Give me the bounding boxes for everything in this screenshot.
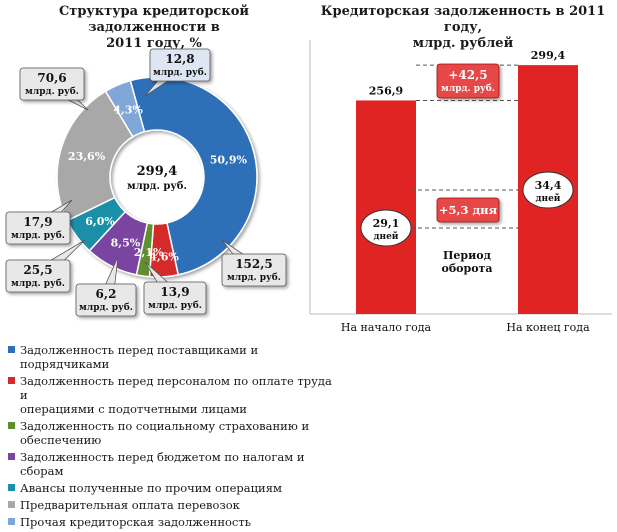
legend-item-advances: Авансы полученные по прочим операциям <box>6 481 336 495</box>
donut-percent-label-personnel: 4,6% <box>149 250 179 263</box>
bar-chart: 256,9 На начало года 299,4 На конец года +42… <box>309 40 612 334</box>
donut-percent-label-advances: 6,0% <box>85 215 115 228</box>
callout-unit-budget: млрд. руб. <box>11 278 65 289</box>
bar-title-line-2: млрд. рублей <box>412 36 514 51</box>
delta-box <box>436 63 500 99</box>
donut-percent-label-prepayment: 23,6% <box>68 150 106 163</box>
donut-slice-other <box>104 79 146 138</box>
bar-category-label-0: На начало года <box>341 321 432 334</box>
period-delta-box <box>436 197 500 223</box>
legend-swatch-prepayment <box>8 501 15 508</box>
legend-label-budget-line-1: Задолженность перед бюджетом по налогам … <box>20 450 305 478</box>
callout-value-suppliers: 152,5 <box>235 257 273 271</box>
delta-value: +42,5 <box>448 68 487 82</box>
donut-slices <box>56 76 258 278</box>
donut-center-unit: млрд. руб. <box>127 181 187 192</box>
bar-category-label-1: На конец года <box>506 321 590 334</box>
legend-item-other: Прочая кредиторская задолженность <box>6 515 336 529</box>
callout-box-personnel <box>143 281 207 315</box>
period-title-line-1: Период <box>443 249 491 262</box>
legend-swatch-budget <box>8 453 15 460</box>
donut-slice-prepayment <box>56 90 134 222</box>
donut-chart: 50,9% 4,6%2,1%8,5% 6,0% 23,6% 4,3% 299,4 млрд.… <box>5 48 287 317</box>
period-unit-end: дней <box>536 193 561 204</box>
legend-label-prepayment-line-1: Предварительная оплата перевозок <box>20 498 240 512</box>
delta-unit: млрд. руб. <box>441 83 495 94</box>
callout-unit-other: млрд. руб. <box>153 67 207 78</box>
legend-swatch-social <box>8 422 15 429</box>
callout-value-social: 6,2 <box>96 287 117 301</box>
callout-box-advances <box>5 211 71 245</box>
callout-box-suppliers <box>221 253 287 287</box>
chart-legend: Задолженность перед поставщиками и подря… <box>6 343 336 532</box>
bar-title-line-1: Кредиторская задолженность в 2011 году, <box>320 4 606 35</box>
bar-start <box>356 100 416 314</box>
callout-box-prepayment <box>19 67 85 101</box>
callout-value-prepayment: 70,6 <box>37 71 66 85</box>
callout-unit-suppliers: млрд. руб. <box>227 272 281 283</box>
donut-title: Структура кредиторской задолженности в 2… <box>4 4 304 52</box>
legend-label-social-line-2: обеспечению <box>20 433 102 447</box>
legend-item-prepayment: Предварительная оплата перевозок <box>6 498 336 512</box>
donut-title-line-1: Структура кредиторской задолженности в <box>58 4 250 35</box>
legend-swatch-suppliers <box>8 346 15 353</box>
callout-unit-social: млрд. руб. <box>79 302 133 313</box>
bar-title: Кредиторская задолженность в 2011 году, … <box>318 4 608 52</box>
donut-title-line-2: 2011 году, % <box>106 36 202 51</box>
legend-item-suppliers: Задолженность перед поставщиками и подря… <box>6 343 336 371</box>
callout-value-other: 12,8 <box>165 52 194 66</box>
callout-value-personnel: 13,9 <box>160 285 189 299</box>
callout-unit-advances: млрд. руб. <box>11 230 65 241</box>
legend-label-personnel-line-1: Задолженность перед персоналом по оплате… <box>20 374 332 402</box>
donut-percent-label-budget: 8,5% <box>111 236 141 249</box>
callout-value-advances: 17,9 <box>23 215 52 229</box>
callout-value-budget: 25,5 <box>23 263 52 277</box>
period-value-end: 34,4 <box>535 179 562 192</box>
callout-box-other <box>149 48 211 82</box>
legend-swatch-advances <box>8 484 15 491</box>
legend-item-social: Задолженность по социальному страхованию… <box>6 419 336 447</box>
legend-label-social-line-1: Задолженность по социальному страхованию… <box>20 419 310 433</box>
legend-swatch-other <box>8 518 15 525</box>
period-title-line-2: оборота <box>442 262 493 275</box>
period-oval-end <box>522 171 574 209</box>
donut-percent-label-social: 2,1% <box>134 246 164 259</box>
donut-percent-label-other: 4,3% <box>113 103 143 116</box>
legend-label-suppliers-line-1: Задолженность перед поставщиками и подря… <box>20 343 259 371</box>
legend-label-advances-line-1: Авансы полученные по прочим операциям <box>20 481 282 495</box>
callout-box-social <box>75 283 137 317</box>
callout-unit-personnel: млрд. руб. <box>148 300 202 311</box>
donut-slice-suppliers <box>129 76 258 276</box>
legend-swatch-personnel <box>8 377 15 384</box>
callout-box-budget <box>5 259 71 293</box>
legend-item-budget: Задолженность перед бюджетом по налогам … <box>6 450 336 478</box>
donut-center-value: 299,4 <box>137 164 178 179</box>
legend-label-personnel-line-2: операциями с подотчетными лицами <box>20 402 247 416</box>
bar-value-label-1: 299,4 <box>531 49 566 62</box>
period-unit-start: дней <box>374 231 399 242</box>
bar-value-label-0: 256,9 <box>369 84 403 97</box>
period-delta-value: +5,3 дня <box>439 203 498 217</box>
period-value-start: 29,1 <box>373 217 400 230</box>
legend-label-other-line-1: Прочая кредиторская задолженность <box>20 515 251 529</box>
legend-item-personnel: Задолженность перед персоналом по оплате… <box>6 374 336 416</box>
callout-unit-prepayment: млрд. руб. <box>25 86 79 97</box>
donut-percent-label-suppliers: 50,9% <box>210 153 248 166</box>
